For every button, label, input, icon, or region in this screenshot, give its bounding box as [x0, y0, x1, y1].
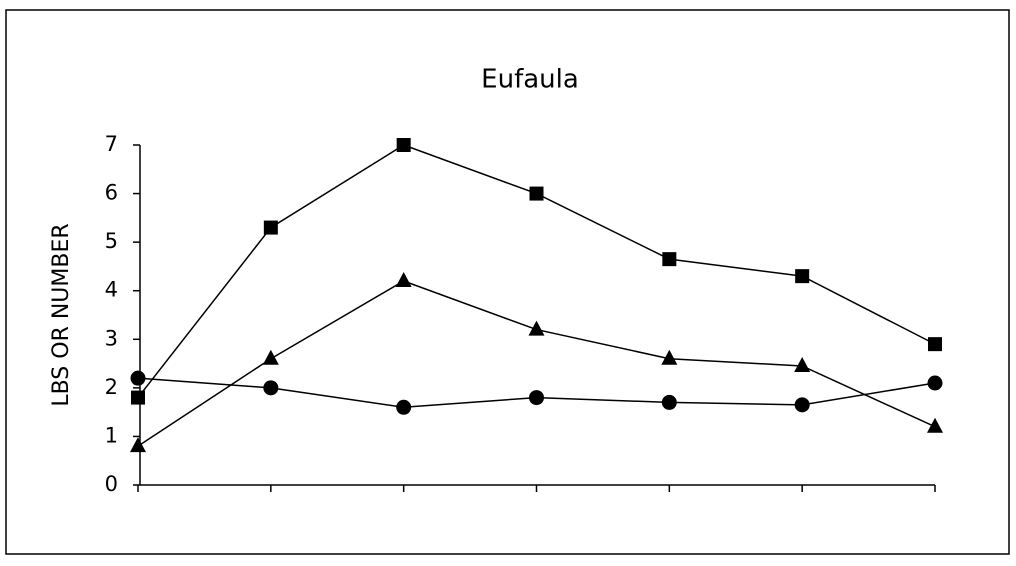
marker	[130, 437, 146, 453]
marker	[396, 399, 412, 415]
y-axis-label: LBS OR NUMBER	[49, 223, 74, 406]
y-tick-label: 3	[105, 326, 118, 350]
marker	[927, 375, 943, 391]
y-tick-label: 0	[105, 472, 118, 496]
marker	[529, 186, 544, 201]
y-tick-label: 2	[105, 375, 118, 399]
marker	[396, 138, 411, 152]
marker	[662, 252, 677, 267]
marker	[263, 220, 278, 235]
marker	[263, 380, 279, 396]
marker	[795, 269, 810, 284]
marker	[262, 349, 279, 365]
y-tick-label: 5	[105, 229, 118, 253]
marker	[528, 320, 545, 336]
chart-frame	[5, 9, 1010, 555]
chart-title: Eufaula	[481, 65, 579, 95]
marker	[529, 390, 544, 406]
marker	[661, 349, 678, 365]
marker	[661, 394, 677, 410]
y-tick-label: 7	[105, 132, 118, 156]
marker	[794, 357, 811, 372]
marker	[928, 337, 942, 352]
marker	[131, 390, 145, 405]
marker	[395, 272, 412, 287]
marker	[927, 417, 943, 433]
y-tick-label: 4	[105, 278, 118, 302]
marker	[130, 370, 146, 386]
y-tick-label: 6	[105, 181, 118, 205]
marker	[794, 397, 810, 413]
y-tick-label: 1	[105, 423, 118, 447]
